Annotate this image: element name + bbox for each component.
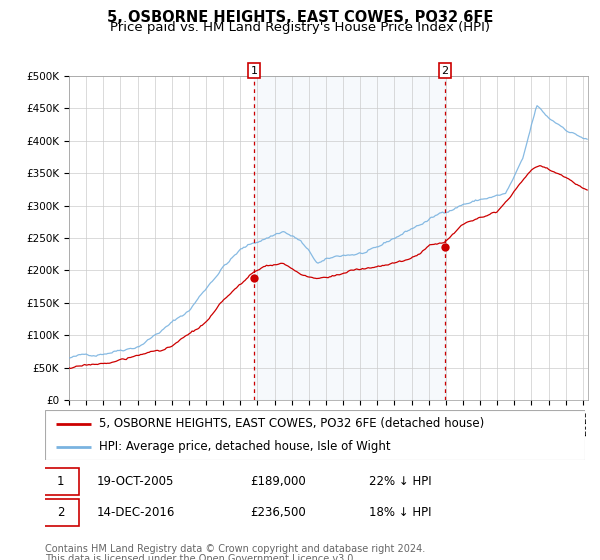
Text: 22% ↓ HPI: 22% ↓ HPI: [369, 475, 431, 488]
Text: Contains HM Land Registry data © Crown copyright and database right 2024.: Contains HM Land Registry data © Crown c…: [45, 544, 425, 554]
Text: HPI: Average price, detached house, Isle of Wight: HPI: Average price, detached house, Isle…: [99, 440, 391, 453]
Text: £236,500: £236,500: [250, 506, 306, 519]
Text: Price paid vs. HM Land Registry's House Price Index (HPI): Price paid vs. HM Land Registry's House …: [110, 21, 490, 34]
Text: 2: 2: [442, 66, 449, 76]
Text: 18% ↓ HPI: 18% ↓ HPI: [369, 506, 431, 519]
Text: This data is licensed under the Open Government Licence v3.0.: This data is licensed under the Open Gov…: [45, 554, 356, 560]
FancyBboxPatch shape: [42, 499, 79, 526]
FancyBboxPatch shape: [42, 468, 79, 495]
Bar: [254, 76, 445, 400]
Text: 2: 2: [57, 506, 64, 519]
Text: 1: 1: [250, 66, 257, 76]
Text: 19-OCT-2005: 19-OCT-2005: [96, 475, 173, 488]
Text: 14-DEC-2016: 14-DEC-2016: [96, 506, 175, 519]
Text: 5, OSBORNE HEIGHTS, EAST COWES, PO32 6FE (detached house): 5, OSBORNE HEIGHTS, EAST COWES, PO32 6FE…: [99, 417, 484, 430]
Text: 1: 1: [57, 475, 64, 488]
FancyBboxPatch shape: [45, 410, 585, 460]
Text: 5, OSBORNE HEIGHTS, EAST COWES, PO32 6FE: 5, OSBORNE HEIGHTS, EAST COWES, PO32 6FE: [107, 10, 493, 25]
Text: £189,000: £189,000: [250, 475, 306, 488]
